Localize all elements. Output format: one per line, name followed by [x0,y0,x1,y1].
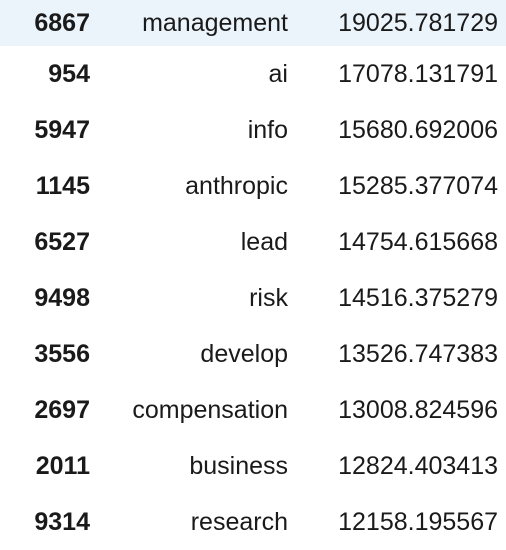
table-row[interactable]: 9498 risk 14516.375279 [0,270,506,326]
score-cell: 14754.615668 [338,227,498,256]
term-cell: info [247,115,288,144]
score-cell: 17078.131791 [338,59,498,88]
row-index: 954 [48,59,90,88]
table-row[interactable]: 2697 compensation 13008.824596 [0,382,506,438]
row-index: 5947 [34,115,90,144]
row-index: 1145 [35,171,90,200]
table-row[interactable]: 6867 management 19025.781729 [0,0,506,46]
row-index: 6867 [34,8,90,37]
table-row[interactable]: 1145 anthropic 15285.377074 [0,158,506,214]
score-cell: 15285.377074 [338,171,498,200]
score-cell: 15680.692006 [338,115,498,144]
term-cell: research [190,507,288,536]
row-index: 2011 [35,451,90,480]
score-cell: 14516.375279 [338,283,498,312]
score-cell: 12158.195567 [338,507,498,536]
score-cell: 13008.824596 [338,395,498,424]
table-row[interactable]: 9314 research 12158.195567 [0,494,506,550]
row-index: 9498 [34,283,90,312]
table-row[interactable]: 5947 info 15680.692006 [0,102,506,158]
term-cell: lead [240,227,288,256]
score-cell: 19025.781729 [338,8,498,37]
row-index: 2697 [34,395,90,424]
term-cell: risk [249,283,288,312]
table-row[interactable]: 3556 develop 13526.747383 [0,326,506,382]
score-cell: 13526.747383 [338,339,498,368]
score-cell: 12824.403413 [338,451,498,480]
table-row[interactable]: 954 ai 17078.131791 [0,46,506,102]
table-row[interactable]: 2011 business 12824.403413 [0,438,506,494]
term-cell: business [189,451,288,480]
table-row[interactable]: 6527 lead 14754.615668 [0,214,506,270]
row-index: 9314 [34,507,90,536]
term-cell: ai [268,59,288,88]
term-cell: develop [200,339,288,368]
row-index: 6527 [34,227,90,256]
term-cell: compensation [132,395,288,424]
term-cell: management [142,8,288,37]
term-cell: anthropic [185,171,288,200]
row-index: 3556 [34,339,90,368]
